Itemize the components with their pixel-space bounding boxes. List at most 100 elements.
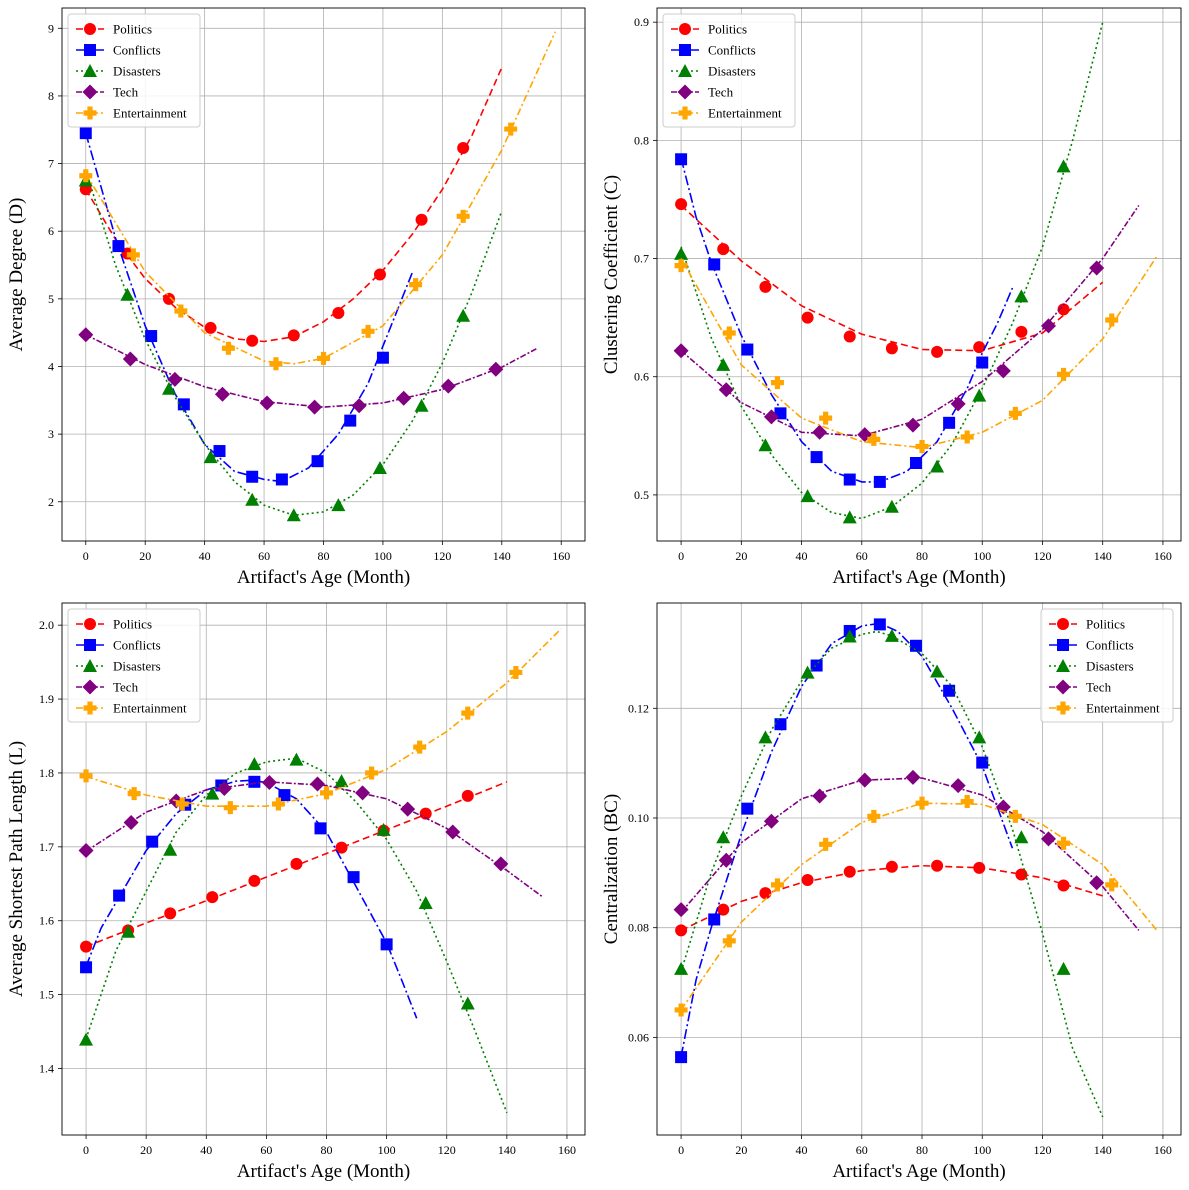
x-tick-label: 120 [433, 549, 451, 563]
data-point-disasters [716, 830, 731, 844]
data-point-politics [246, 334, 259, 347]
data-point-conflicts [843, 473, 856, 486]
y-tick-label: 8 [48, 89, 54, 103]
y-tick-label: 6 [48, 224, 54, 238]
data-point-disasters [972, 388, 987, 402]
y-tick-label: 0.8 [634, 133, 649, 147]
legend-marker [82, 84, 98, 100]
legend-label: Tech [113, 85, 139, 100]
data-point-entertainment [126, 248, 140, 262]
data-point-disasters [376, 822, 391, 836]
data-point-disasters [1056, 159, 1071, 173]
legend-marker [83, 106, 97, 120]
x-tick-label: 120 [438, 1143, 456, 1157]
y-axis-label: Centralization (BC) [601, 794, 622, 944]
data-point-entertainment [269, 357, 283, 371]
legend-marker [678, 106, 692, 120]
series-politics [675, 859, 1103, 937]
y-tick-label: 0.5 [634, 488, 649, 502]
data-point-politics [164, 907, 177, 920]
x-tick-label: 100 [973, 549, 991, 563]
data-point-entertainment [1057, 367, 1071, 381]
data-point-politics [801, 311, 814, 324]
data-point-politics [675, 198, 688, 211]
x-tick-label: 100 [378, 1143, 396, 1157]
data-point-politics [415, 213, 428, 226]
data-point-disasters [203, 450, 218, 464]
series-line-entertainment [85, 31, 557, 365]
plot-frame [61, 7, 586, 542]
x-axis-label: Artifact's Age (Month) [832, 567, 1005, 588]
legend-label: Entertainment [113, 701, 187, 716]
x-axis-label: Artifact's Age (Month) [237, 567, 410, 588]
legend-item-disasters: Disasters [671, 64, 756, 79]
data-point-politics [931, 859, 944, 872]
data-point-conflicts [344, 414, 357, 427]
data-point-tech [1089, 875, 1105, 891]
data-point-disasters [372, 460, 387, 474]
legend-item-conflicts: Conflicts [1049, 638, 1134, 653]
y-axis-label: Average Shortest Path Length (L) [6, 741, 27, 997]
data-point-conflicts [146, 835, 159, 848]
legend-box [1040, 608, 1174, 723]
data-point-conflicts [376, 351, 389, 364]
data-point-politics [419, 807, 432, 820]
y-tick-label: 3 [48, 427, 54, 441]
data-point-conflicts [708, 913, 721, 926]
legend-marker [1055, 679, 1071, 695]
data-point-disasters [674, 246, 689, 260]
data-point-tech [673, 343, 689, 359]
y-tick-label: 4 [48, 359, 54, 373]
x-tick-label: 40 [796, 549, 808, 563]
series-conflicts [675, 618, 1014, 1064]
legend-item-conflicts: Conflicts [76, 43, 161, 58]
legend-label: Entertainment [113, 106, 187, 121]
legend-marker [1056, 659, 1070, 672]
data-point-tech [78, 327, 94, 343]
data-point-entertainment [223, 801, 237, 815]
data-point-conflicts [774, 718, 787, 731]
series-line-disasters [680, 630, 1104, 1118]
data-point-tech [905, 417, 921, 433]
legend-label: Politics [1086, 617, 1125, 632]
legend: Politics Conflicts Disasters Tech Entertainm… [67, 608, 201, 723]
data-point-tech [718, 852, 734, 868]
data-point-disasters [1014, 289, 1029, 303]
data-point-disasters [884, 628, 899, 642]
data-point-entertainment [722, 326, 736, 340]
data-point-disasters [120, 287, 135, 301]
y-tick-label: 0.6 [634, 370, 649, 384]
y-tick-label: 1.4 [39, 1062, 54, 1076]
data-point-tech [123, 814, 139, 830]
data-point-disasters [758, 730, 773, 744]
x-tick-label: 140 [493, 549, 511, 563]
legend-marker [83, 659, 97, 672]
x-tick-label: 0 [678, 549, 684, 563]
data-point-entertainment [79, 769, 93, 783]
x-axis-label: Artifact's Age (Month) [832, 1161, 1005, 1182]
x-tick-label: 20 [735, 549, 747, 563]
legend-box [662, 13, 796, 128]
data-point-tech [488, 361, 504, 377]
data-point-tech [763, 409, 779, 425]
data-point-tech [167, 371, 183, 387]
data-point-conflicts [810, 451, 823, 464]
x-tick-label: 160 [558, 1143, 576, 1157]
legend-item-tech: Tech [1049, 679, 1112, 695]
legend-label: Conflicts [113, 638, 161, 653]
data-point-conflicts [708, 258, 721, 271]
x-tick-label: 20 [139, 549, 151, 563]
legend-label: Politics [113, 617, 152, 632]
legend-marker [84, 618, 96, 630]
data-point-politics [843, 330, 856, 343]
data-point-politics [759, 887, 772, 900]
x-tick-label: 120 [1033, 1143, 1051, 1157]
data-point-conflicts [275, 473, 288, 486]
data-point-conflicts [246, 470, 259, 483]
x-tick-label: 80 [916, 549, 928, 563]
legend-marker [677, 84, 693, 100]
series-politics [79, 67, 503, 347]
x-tick-label: 0 [83, 549, 89, 563]
legend-label: Disasters [708, 64, 756, 79]
legend-item-tech: Tech [671, 84, 734, 100]
